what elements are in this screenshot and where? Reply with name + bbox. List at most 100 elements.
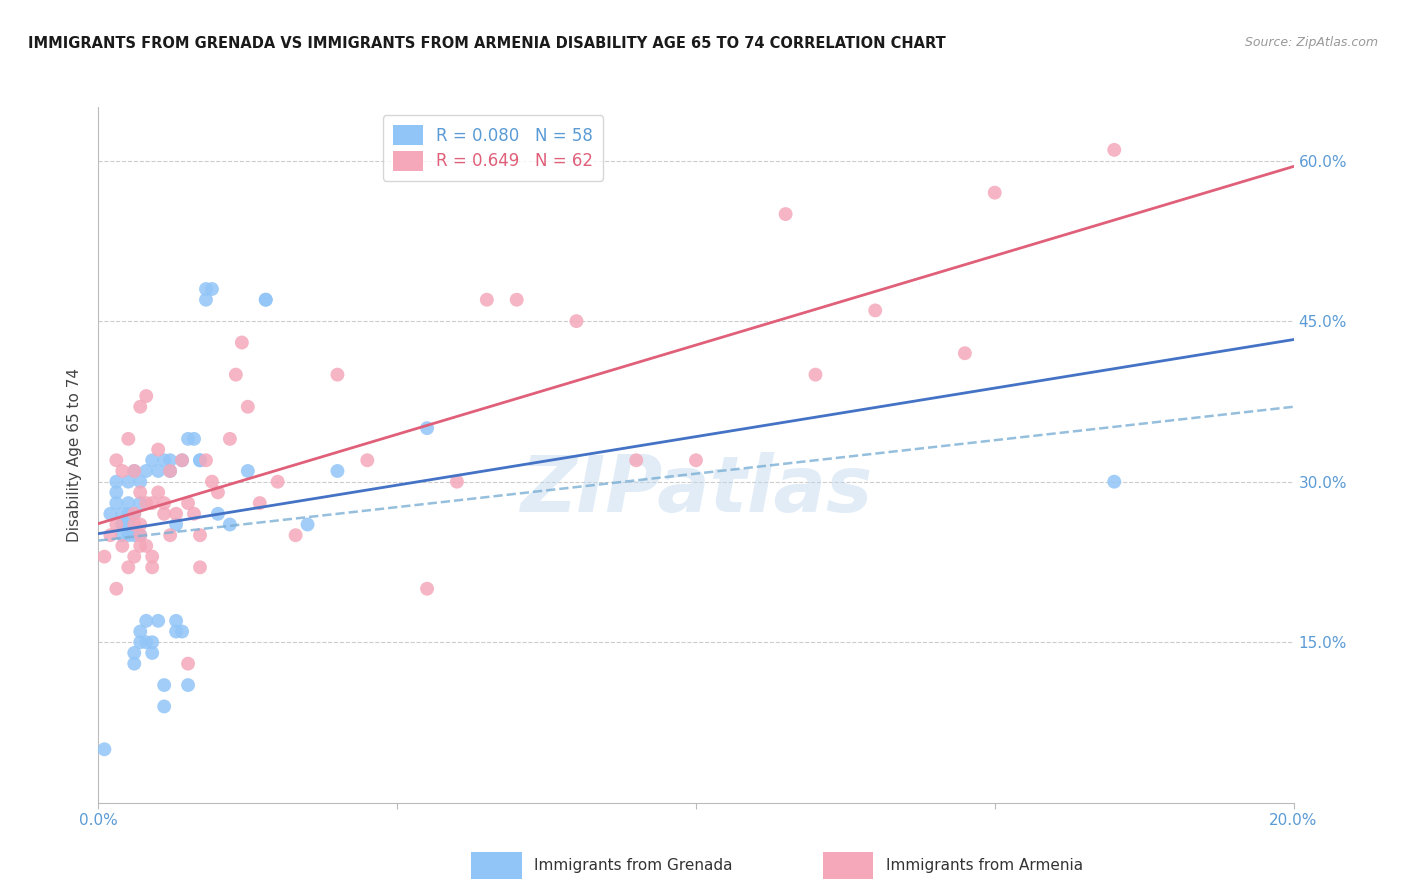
Point xyxy=(117,528,139,542)
Point xyxy=(356,453,378,467)
Point xyxy=(135,389,157,403)
Point xyxy=(165,517,187,532)
Point xyxy=(153,678,176,692)
Point xyxy=(153,699,176,714)
Point xyxy=(195,453,218,467)
Point xyxy=(236,400,259,414)
Point xyxy=(124,464,146,478)
Point xyxy=(105,475,128,489)
Point xyxy=(267,475,290,489)
Point xyxy=(111,528,134,542)
Y-axis label: Disability Age 65 to 74: Disability Age 65 to 74 xyxy=(67,368,83,542)
Point xyxy=(135,539,157,553)
Point xyxy=(153,507,176,521)
Point xyxy=(236,464,259,478)
Point xyxy=(475,293,498,307)
Point xyxy=(148,485,170,500)
Point xyxy=(775,207,797,221)
Point xyxy=(416,421,439,435)
Point xyxy=(129,528,152,542)
Point xyxy=(129,517,152,532)
Point xyxy=(326,368,349,382)
Point xyxy=(124,646,146,660)
Point xyxy=(135,496,157,510)
Point xyxy=(129,624,152,639)
Point xyxy=(565,314,588,328)
Text: ZIPatlas: ZIPatlas xyxy=(520,451,872,528)
Point xyxy=(129,485,152,500)
Point xyxy=(153,496,176,510)
Point xyxy=(177,657,200,671)
Point xyxy=(506,293,529,307)
Point xyxy=(141,453,163,467)
Point xyxy=(129,528,152,542)
Point xyxy=(297,517,319,532)
Point xyxy=(148,464,170,478)
Point xyxy=(254,293,277,307)
Point xyxy=(93,549,115,564)
Point xyxy=(105,485,128,500)
Point xyxy=(225,368,247,382)
Point xyxy=(177,678,200,692)
Point xyxy=(172,453,194,467)
Point xyxy=(105,582,128,596)
Point xyxy=(117,496,139,510)
Point xyxy=(183,432,205,446)
Point xyxy=(124,507,146,521)
Point xyxy=(141,549,163,564)
Point xyxy=(148,442,170,457)
Point xyxy=(117,475,139,489)
Point xyxy=(105,453,128,467)
Point xyxy=(117,507,139,521)
Legend: R = 0.080   N = 58, R = 0.649   N = 62: R = 0.080 N = 58, R = 0.649 N = 62 xyxy=(382,115,603,180)
Point xyxy=(124,549,146,564)
Point xyxy=(626,453,648,467)
Point xyxy=(141,635,163,649)
Text: Immigrants from Armenia: Immigrants from Armenia xyxy=(886,858,1083,872)
Point xyxy=(124,528,146,542)
Point xyxy=(195,282,218,296)
Point xyxy=(124,657,146,671)
Text: Source: ZipAtlas.com: Source: ZipAtlas.com xyxy=(1244,36,1378,49)
Point xyxy=(148,614,170,628)
Point xyxy=(111,539,134,553)
Point xyxy=(219,517,242,532)
Point xyxy=(172,453,194,467)
Point xyxy=(159,528,181,542)
Point xyxy=(117,517,139,532)
Point xyxy=(124,507,146,521)
Point xyxy=(153,453,176,467)
Point xyxy=(865,303,887,318)
Point xyxy=(188,453,211,467)
Point xyxy=(117,560,139,574)
Point xyxy=(124,464,146,478)
Point xyxy=(135,635,157,649)
Point xyxy=(129,475,152,489)
Point xyxy=(141,560,163,574)
Point xyxy=(804,368,827,382)
Point xyxy=(129,539,152,553)
Point xyxy=(953,346,976,360)
Point xyxy=(446,475,468,489)
Point xyxy=(105,496,128,510)
Point xyxy=(111,507,134,521)
Point xyxy=(111,517,134,532)
Point xyxy=(1104,475,1126,489)
Point xyxy=(1104,143,1126,157)
Point xyxy=(159,464,181,478)
Point xyxy=(93,742,115,756)
Point xyxy=(416,582,439,596)
Point xyxy=(207,507,229,521)
Point xyxy=(117,432,139,446)
Point xyxy=(98,507,122,521)
Point xyxy=(141,496,163,510)
Point xyxy=(129,496,152,510)
Point xyxy=(129,400,152,414)
Point xyxy=(141,646,163,660)
Point xyxy=(195,293,218,307)
Point xyxy=(172,624,194,639)
Point xyxy=(254,293,277,307)
Point xyxy=(129,635,152,649)
Point xyxy=(165,624,187,639)
Point xyxy=(201,282,224,296)
